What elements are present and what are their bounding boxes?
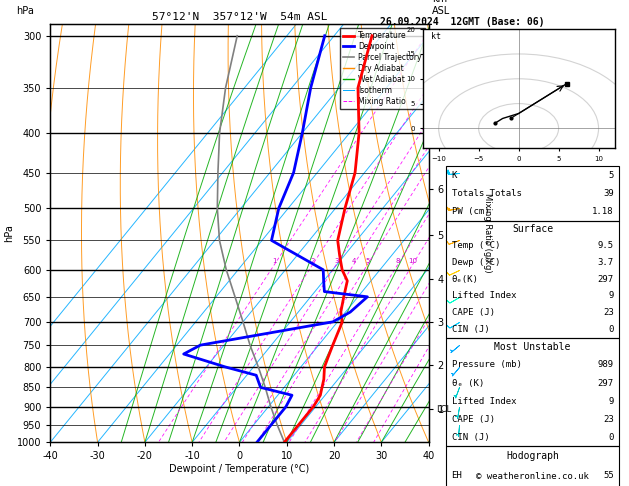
Text: 26.09.2024  12GMT (Base: 06): 26.09.2024 12GMT (Base: 06) [380,17,545,27]
Text: Totals Totals: Totals Totals [452,189,521,198]
Y-axis label: Mixing Ratio (g/kg): Mixing Ratio (g/kg) [483,193,492,273]
Text: 9: 9 [608,397,614,406]
Text: 39: 39 [603,189,614,198]
Text: 1: 1 [272,258,277,264]
Text: 3: 3 [334,258,339,264]
Legend: Temperature, Dewpoint, Parcel Trajectory, Dry Adiabat, Wet Adiabat, Isotherm, Mi: Temperature, Dewpoint, Parcel Trajectory… [340,28,425,109]
X-axis label: Dewpoint / Temperature (°C): Dewpoint / Temperature (°C) [169,464,309,474]
Text: CIN (J): CIN (J) [452,325,489,334]
Text: hPa: hPa [16,6,34,16]
Text: 1.18: 1.18 [592,207,614,216]
Text: 23: 23 [603,308,614,317]
Text: θₑ (K): θₑ (K) [452,379,484,387]
Text: Lifted Index: Lifted Index [452,397,516,406]
Text: 297: 297 [598,379,614,387]
Text: 989: 989 [598,361,614,369]
Text: 2: 2 [311,258,315,264]
Text: 8: 8 [396,258,400,264]
Text: Most Unstable: Most Unstable [494,342,571,352]
Text: 55: 55 [603,471,614,480]
Text: 5: 5 [608,171,614,180]
Text: EH: EH [452,471,462,480]
Text: 4: 4 [352,258,356,264]
Text: CAPE (J): CAPE (J) [452,308,494,317]
Text: kt: kt [431,32,441,41]
Text: Surface: Surface [512,224,553,234]
Text: 9: 9 [608,292,614,300]
Text: 9.5: 9.5 [598,242,614,250]
Text: PW (cm): PW (cm) [452,207,489,216]
Text: 5: 5 [365,258,370,264]
Text: LCL: LCL [436,405,451,414]
Text: 3.7: 3.7 [598,258,614,267]
Y-axis label: hPa: hPa [4,225,14,242]
Text: 297: 297 [598,275,614,284]
Text: 0: 0 [608,325,614,334]
Text: CAPE (J): CAPE (J) [452,415,494,424]
Title: 57°12'N  357°12'W  54m ASL: 57°12'N 357°12'W 54m ASL [152,12,327,22]
Text: Pressure (mb): Pressure (mb) [452,361,521,369]
Text: 15: 15 [437,258,445,264]
Text: 0: 0 [608,433,614,442]
Text: θₑ(K): θₑ(K) [452,275,479,284]
Text: 10: 10 [408,258,418,264]
Text: K: K [452,171,457,180]
Text: CIN (J): CIN (J) [452,433,489,442]
Text: 23: 23 [603,415,614,424]
Text: © weatheronline.co.uk: © weatheronline.co.uk [476,471,589,481]
Text: Dewp (°C): Dewp (°C) [452,258,500,267]
Text: km
ASL: km ASL [432,0,450,16]
Text: Hodograph: Hodograph [506,451,559,461]
Text: Temp (°C): Temp (°C) [452,242,500,250]
Text: Lifted Index: Lifted Index [452,292,516,300]
